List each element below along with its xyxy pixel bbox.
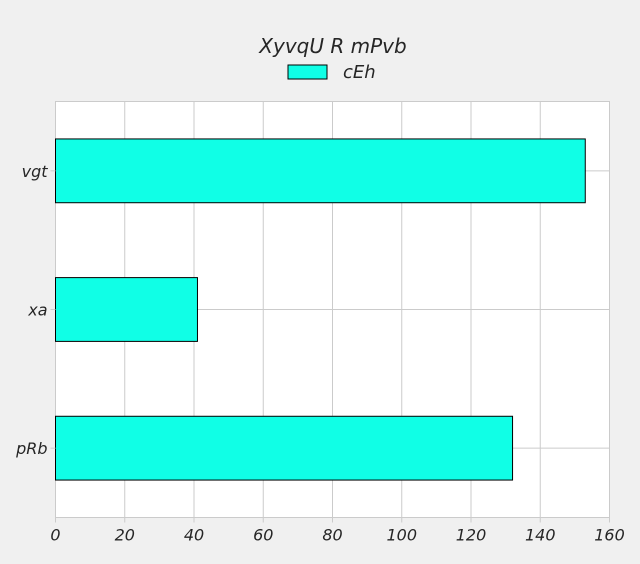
- chart-title: XyvqU R mPvb: [258, 34, 406, 58]
- bar-vgt: [55, 138, 586, 204]
- bar-pRb: [55, 415, 514, 481]
- legend: cEh: [287, 62, 376, 83]
- bars: [55, 138, 586, 481]
- x-tick-label: 0: [50, 526, 60, 545]
- bar-xa: [55, 277, 198, 342]
- y-tick-label: vgt: [22, 162, 49, 181]
- x-tick-label: 80: [322, 526, 342, 545]
- y-tick-label: xa: [27, 301, 47, 320]
- x-tick-label: 100: [386, 526, 417, 545]
- x-tick-label: 120: [456, 526, 487, 545]
- legend-label: cEh: [343, 62, 376, 83]
- x-tick-label: 140: [525, 526, 556, 545]
- x-axis-ticks: 0 20 40 60 80 100 120 140 160: [50, 517, 625, 545]
- legend-swatch: [287, 64, 328, 80]
- x-tick-label: 40: [184, 526, 204, 545]
- y-tick-label: pRb: [15, 439, 47, 458]
- x-tick-label: 160: [594, 526, 625, 545]
- x-tick-label: 60: [253, 526, 273, 545]
- y-axis-ticks: vgt xa pRb: [15, 162, 56, 458]
- x-tick-label: 20: [115, 526, 135, 545]
